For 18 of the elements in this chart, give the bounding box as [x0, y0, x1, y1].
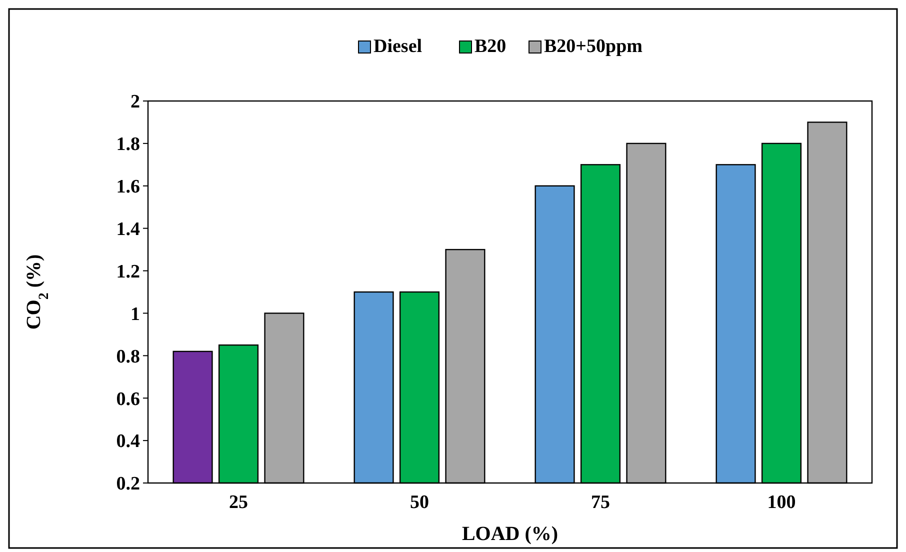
y-tick-label: 0.6: [116, 388, 140, 410]
x-tick-label: 50: [410, 492, 429, 513]
x-tick-label: 75: [591, 492, 610, 513]
legend-label: B20: [474, 36, 506, 57]
y-tick-label: 1.6: [116, 176, 140, 198]
x-tick-label: 100: [767, 492, 796, 513]
y-tick-label: 1.2: [116, 261, 140, 282]
y-tick-label: 0.2: [116, 474, 140, 495]
y-tick-label: 0.8: [116, 346, 140, 368]
y-tick-label: 1: [130, 304, 140, 325]
x-axis-title: LOAD (%): [462, 523, 558, 545]
y-tick-label: 1.8: [116, 134, 140, 156]
y-tick-label: 0.4: [116, 431, 140, 452]
legend-label: B20+50ppm: [544, 36, 643, 57]
y-tick-label: 2: [130, 92, 140, 113]
legend-label: Diesel: [374, 36, 422, 57]
x-tick-label: 25: [229, 492, 248, 513]
y-tick-label: 1.4: [116, 218, 140, 240]
